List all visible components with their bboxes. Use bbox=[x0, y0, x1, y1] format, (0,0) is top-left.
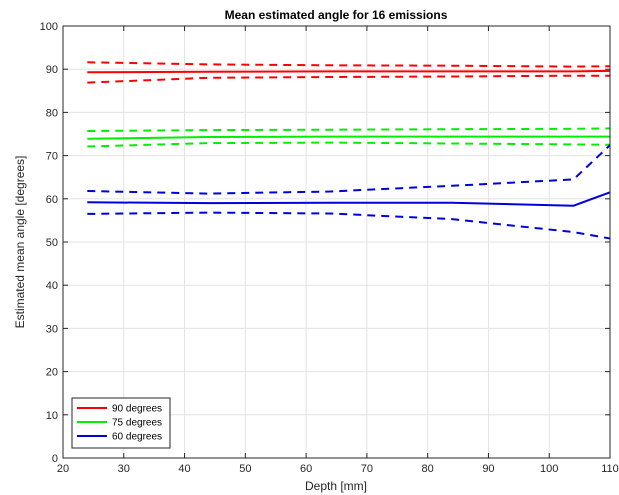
legend-label: 90 degrees bbox=[112, 404, 162, 415]
x-tick-label: 60 bbox=[300, 463, 312, 475]
y-tick-label: 70 bbox=[46, 151, 58, 163]
series-2-upper-bound-line bbox=[87, 127, 611, 132]
legend: 90 degrees 75 degrees 60 degrees bbox=[71, 397, 171, 449]
x-tick-labels: 20 30 40 50 60 70 80 90 100 110 bbox=[57, 463, 619, 475]
x-tick-label: 20 bbox=[57, 463, 69, 475]
series-3-mean-line bbox=[87, 191, 611, 207]
y-axis-label: Estimated mean angle [degrees] bbox=[13, 156, 27, 329]
y-tick-label: 90 bbox=[46, 64, 58, 76]
legend-label: 75 degrees bbox=[112, 418, 162, 429]
series-lines bbox=[87, 61, 611, 240]
x-tick-label: 80 bbox=[422, 463, 434, 475]
series-1-upper-bound-line bbox=[87, 61, 611, 68]
x-tick-label: 110 bbox=[601, 463, 619, 475]
series-1-lower-bound-line bbox=[87, 74, 610, 84]
y-tick-label: 0 bbox=[52, 453, 58, 465]
y-tick-label: 40 bbox=[46, 280, 58, 292]
y-tick-label: 10 bbox=[46, 410, 58, 422]
y-tick-label: 20 bbox=[46, 367, 58, 379]
y-tick-label: 100 bbox=[40, 21, 58, 33]
y-tick-label: 80 bbox=[46, 107, 58, 119]
chart-title: Mean estimated angle for 16 emissions bbox=[225, 8, 448, 22]
x-tick-label: 50 bbox=[239, 463, 251, 475]
x-tick-label: 30 bbox=[118, 463, 130, 475]
series-1-mean-line bbox=[87, 69, 611, 74]
y-tick-label: 50 bbox=[46, 237, 58, 249]
plot-frame bbox=[62, 25, 611, 459]
x-tick-label: 100 bbox=[540, 463, 558, 475]
series-2-mean-line bbox=[87, 135, 610, 140]
legend-label: 60 degrees bbox=[112, 432, 162, 443]
x-tick-label: 70 bbox=[361, 463, 373, 475]
y-tick-label: 30 bbox=[46, 323, 58, 335]
y-tick-label: 60 bbox=[46, 194, 58, 206]
x-axis-label: Depth [mm] bbox=[305, 479, 367, 493]
series-3-lower-bound-line bbox=[87, 211, 611, 240]
series-3-upper-bound-line bbox=[87, 144, 611, 195]
y-tick-labels: 0 10 20 30 40 50 60 70 80 90 100 bbox=[40, 21, 58, 465]
x-tick-label: 40 bbox=[178, 463, 190, 475]
series-2-lower-bound-line bbox=[87, 141, 611, 148]
x-tick-label: 90 bbox=[482, 463, 494, 475]
